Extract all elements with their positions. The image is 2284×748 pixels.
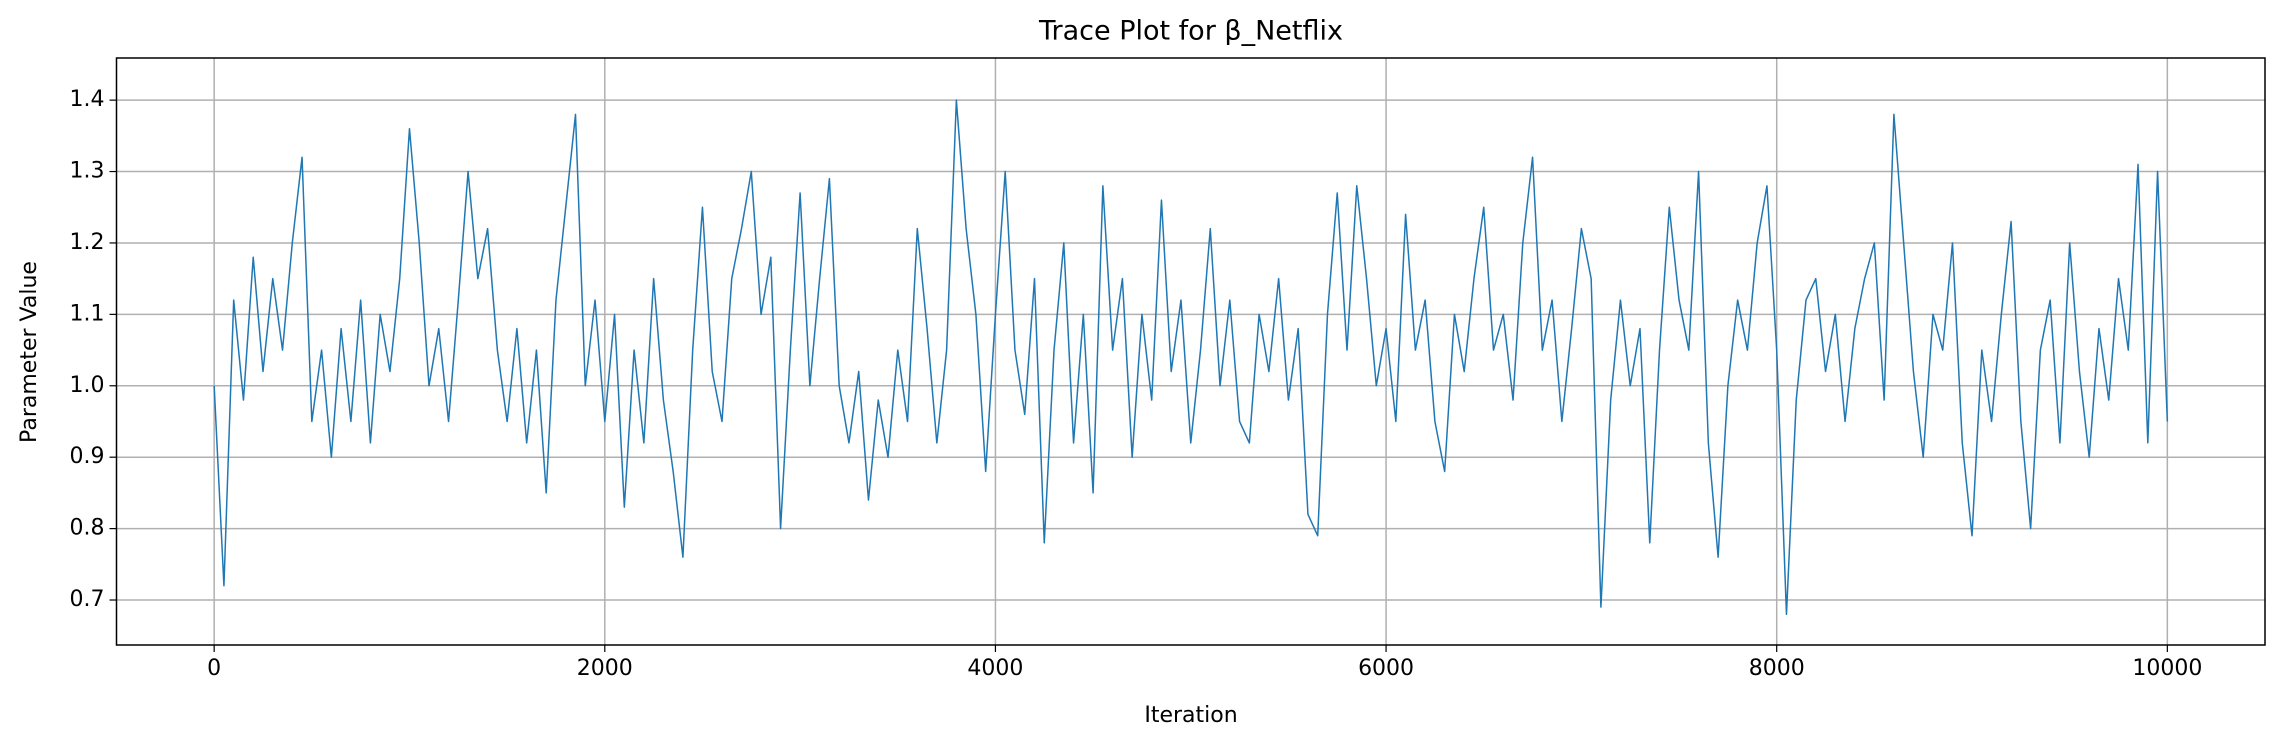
x-tick-label: 8000: [1749, 656, 1805, 681]
x-tick-label: 4000: [967, 656, 1023, 681]
y-axis-label: Parameter Value: [17, 261, 42, 443]
x-tick-label: 10000: [2132, 656, 2202, 681]
trace-line: [213, 99, 2169, 616]
y-tick-label: 1.0: [70, 373, 105, 398]
x-tick-label: 6000: [1358, 656, 1414, 681]
plot-frame: [115, 57, 2266, 646]
y-tick-label: 1.1: [70, 301, 105, 326]
y-tick-label: 0.8: [70, 516, 105, 541]
chart-title: Trace Plot for β_Netflix: [1038, 16, 1343, 47]
y-tick-label: 1.3: [70, 159, 105, 184]
x-tick-label: 2000: [577, 656, 633, 681]
y-tick-label: 1.2: [70, 230, 105, 255]
x-axis-label: Iteration: [1144, 703, 1237, 728]
y-tick-label: 0.9: [70, 444, 105, 469]
y-tick-label: 1.4: [70, 87, 105, 112]
x-tick-label: 0: [207, 656, 221, 681]
y-tick-label: 0.7: [70, 587, 105, 612]
